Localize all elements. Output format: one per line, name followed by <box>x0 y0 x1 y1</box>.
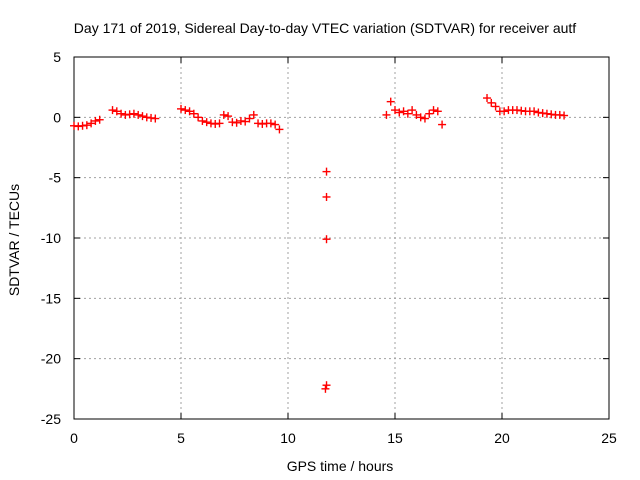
data-point <box>483 94 492 103</box>
data-point <box>108 106 117 115</box>
data-point <box>416 113 425 122</box>
data-point <box>129 109 138 118</box>
data-point <box>241 117 250 126</box>
data-point <box>112 107 121 116</box>
data-point <box>408 106 417 115</box>
data-point <box>189 109 198 118</box>
data-point <box>429 106 438 115</box>
y-tick-label: -5 <box>49 170 62 186</box>
data-point <box>202 118 211 127</box>
data-point <box>198 116 207 125</box>
y-axis-label: SDTVAR / TECUs <box>6 184 22 296</box>
data-point <box>224 112 233 121</box>
y-tick-label: -25 <box>41 411 61 427</box>
y-tick-label: -10 <box>41 230 61 246</box>
data-point <box>412 110 421 119</box>
data-point <box>530 107 539 116</box>
data-point <box>271 120 280 129</box>
data-point <box>151 114 160 123</box>
x-tick-label: 15 <box>387 430 403 446</box>
x-tick-label: 10 <box>280 430 296 446</box>
data-point <box>87 119 96 128</box>
data-points <box>70 94 569 393</box>
x-tick-label: 20 <box>494 430 510 446</box>
data-point <box>386 97 395 106</box>
axes: 0 5 10 15 20 25 5 0 -5 -10 -15 -20 -25 <box>41 49 617 446</box>
data-point <box>403 109 412 118</box>
data-point <box>399 107 408 116</box>
data-point <box>95 115 104 124</box>
y-tick-label: -15 <box>41 290 61 306</box>
data-point <box>491 102 500 111</box>
data-point <box>487 98 496 107</box>
data-point <box>438 120 447 129</box>
data-point <box>420 114 429 123</box>
data-point <box>215 119 224 128</box>
data-point <box>266 119 275 128</box>
data-point <box>322 381 331 390</box>
data-point <box>249 110 258 119</box>
x-tick-label: 0 <box>70 430 78 446</box>
chart-title: Day 171 of 2019, Sidereal Day-to-day VTE… <box>74 20 577 36</box>
data-point <box>382 110 391 119</box>
y-tick-label: 0 <box>53 109 61 125</box>
data-point <box>322 235 331 244</box>
data-point <box>322 167 331 176</box>
data-point <box>91 116 100 125</box>
data-point <box>245 114 254 123</box>
data-point <box>425 109 434 118</box>
data-point <box>433 107 442 116</box>
grid-lines <box>74 57 609 419</box>
data-point <box>219 110 228 119</box>
x-tick-label: 5 <box>177 430 185 446</box>
data-point <box>395 108 404 117</box>
data-point <box>322 192 331 201</box>
data-point <box>391 106 399 115</box>
data-point <box>560 111 569 120</box>
data-point <box>194 113 203 122</box>
data-point <box>232 118 241 127</box>
data-point <box>82 121 91 130</box>
data-point <box>185 107 194 116</box>
data-point <box>177 104 185 113</box>
x-tick-label: 25 <box>601 430 617 446</box>
data-point <box>181 106 190 115</box>
data-point <box>117 109 126 118</box>
data-point <box>134 110 143 119</box>
data-point <box>275 125 284 134</box>
data-point <box>321 384 330 393</box>
x-axis-label: GPS time / hours <box>287 458 394 474</box>
y-tick-label: -20 <box>41 351 61 367</box>
data-point <box>138 112 147 121</box>
data-point <box>500 107 509 116</box>
y-tick-label: 5 <box>53 49 61 65</box>
